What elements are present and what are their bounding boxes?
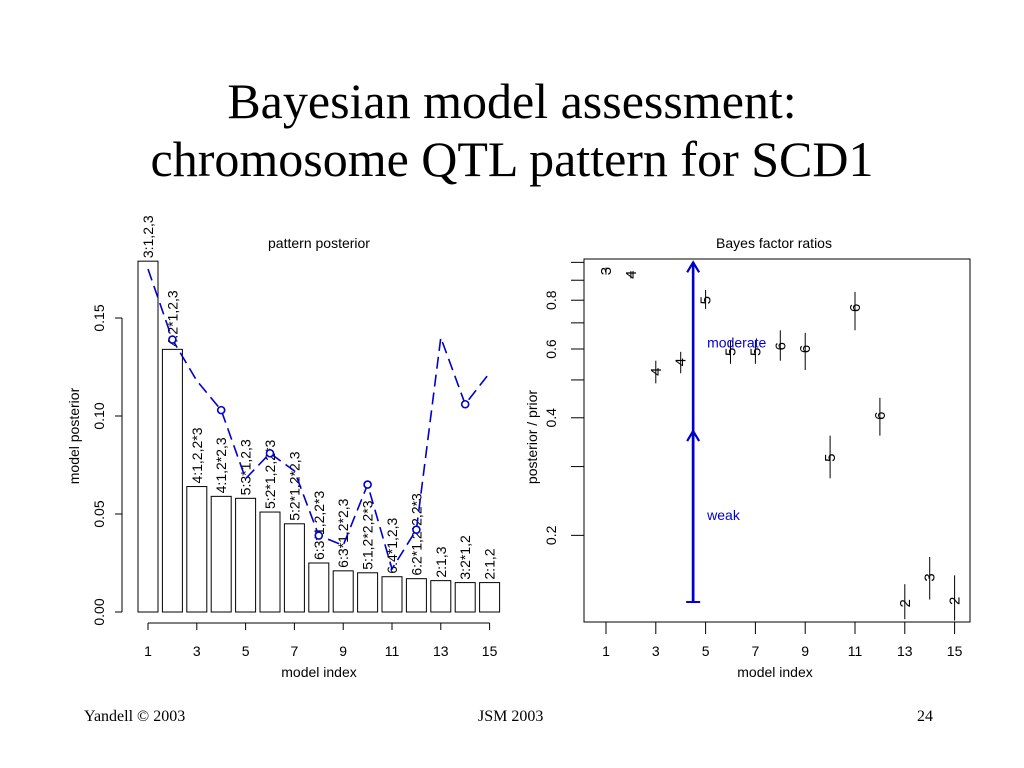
- bf-point-7: 5: [747, 348, 764, 356]
- bar-label-9: 6:3*1,2*2,3: [335, 498, 351, 567]
- chart2-y-tick-label: 0.8: [543, 290, 559, 310]
- bf-point-9: 6: [797, 345, 814, 353]
- bar-label-10: 5:1,2*2,2*3: [360, 500, 376, 569]
- bf-point-10: 5: [822, 454, 839, 462]
- chart1-y-tick-label: 0.15: [91, 304, 107, 331]
- chart1-x-tick-label: 5: [242, 643, 250, 659]
- chart1-x-tick-label: 11: [385, 643, 400, 659]
- bar-14: [454, 582, 476, 613]
- chart1-title: pattern posterior: [268, 235, 370, 251]
- bf-point-4: 4: [673, 358, 690, 366]
- bf-point-8: 6: [772, 342, 789, 350]
- chart1-x-tick-label: 3: [193, 643, 201, 659]
- chart2-y-axis-label: posterior / prior: [524, 390, 540, 484]
- annotation-label-weak: weak: [706, 507, 741, 523]
- bar-4: [210, 495, 232, 613]
- bar-1: [137, 260, 159, 613]
- posterior-point-6: [265, 448, 275, 458]
- bar-10: [357, 572, 379, 613]
- bar-label-5: 5:3*1,2,3: [238, 439, 254, 495]
- bar-6: [259, 511, 281, 613]
- bf-point-1: 3: [598, 267, 615, 275]
- posterior-point-10: [363, 480, 372, 489]
- chart1-x-tick-label: 1: [144, 643, 152, 659]
- chart2-x-tick-label: 3: [652, 643, 660, 659]
- chart2-frame: [583, 258, 971, 623]
- bar-9: [332, 570, 354, 613]
- posterior-point-12: [412, 525, 421, 534]
- bf-point-15: 2: [947, 597, 964, 605]
- chart1-x-tick-label: 9: [339, 643, 347, 659]
- bar-11: [381, 576, 403, 613]
- bar-label-12: 6:2*1,2*2,2*3: [408, 493, 424, 576]
- posterior-point-14: [460, 399, 470, 409]
- posterior-point-2: [168, 335, 177, 344]
- bar-label-8: 6:3*1,2,2*3: [311, 491, 327, 560]
- bar-label-14: 3:2*1,2: [457, 535, 473, 580]
- bar-label-3: 4:1,2,2*3: [189, 427, 205, 483]
- bf-point-6: 5: [723, 348, 740, 356]
- bar-12: [405, 578, 427, 613]
- chart2-x-tick-label: 11: [848, 643, 863, 659]
- footer-left: Yandell © 2003: [84, 708, 186, 725]
- chart2-x-tick-label: 5: [702, 643, 710, 659]
- chart2-x-tick-label: 13: [897, 643, 913, 659]
- bar-label-11: 6:4*1,2,3: [384, 517, 400, 573]
- bar-13: [430, 580, 452, 613]
- bar-label-4: 4:1,2*2,3: [213, 437, 229, 493]
- bar-8: [308, 562, 330, 613]
- chart1-x-axis-label: model index: [281, 664, 357, 680]
- footer-center: JSM 2003: [478, 708, 544, 725]
- bar-2: [161, 348, 183, 613]
- chart1-y-tick-label: 0.10: [91, 402, 107, 429]
- posterior-point-4: [216, 405, 226, 415]
- chart2-y-tick-label: 0.4: [543, 408, 559, 428]
- bf-point-13: 2: [897, 599, 914, 607]
- bf-point-3: 4: [648, 367, 665, 375]
- chart2-x-axis-label: model index: [737, 664, 813, 680]
- annotation-arrowhead-1: [686, 260, 701, 273]
- chart1-x-tick-label: 13: [433, 643, 449, 659]
- posterior-point-8: [314, 531, 324, 540]
- bar-15: [479, 582, 501, 613]
- bar-label-1: 3:1,2,3: [140, 215, 156, 258]
- bar-label-15: 2:1,2: [482, 548, 498, 579]
- bar-5: [235, 497, 257, 613]
- chart2-title: Bayes factor ratios: [716, 235, 832, 251]
- bf-point-2: 4: [623, 270, 640, 278]
- chart2-x-tick-label: 1: [602, 643, 610, 659]
- chart1-y-tick-label: 0.00: [91, 598, 107, 625]
- bf-point-12: 6: [872, 412, 889, 420]
- bar-7: [283, 523, 305, 613]
- chart2-y-tick-label: 0.6: [543, 339, 559, 359]
- chart2-x-tick-label: 15: [947, 643, 963, 659]
- chart2-x-tick-label: 7: [752, 643, 760, 659]
- bar-label-13: 2:1,3: [433, 546, 449, 577]
- chart1-x-tick-label: 15: [482, 643, 498, 659]
- bar-3: [186, 486, 208, 613]
- bf-point-11: 6: [847, 304, 864, 312]
- slide-title: Bayesian model assessment: chromosome QT…: [0, 72, 1024, 188]
- chart2-x-tick-label: 9: [801, 643, 809, 659]
- chart2-y-tick-label: 0.2: [543, 525, 559, 545]
- footer-right: 24: [917, 708, 933, 725]
- slide-title-line1: Bayesian model assessment:: [227, 73, 797, 129]
- chart1-x-tick-label: 7: [291, 643, 299, 659]
- bar-label-2: 4:2*1,2,3: [164, 290, 180, 346]
- bf-point-14: 3: [922, 573, 939, 581]
- chart1-y-tick-label: 0.05: [91, 500, 107, 527]
- annotation-label-moderate: moderate: [707, 335, 766, 351]
- bf-point-5: 5: [698, 296, 715, 304]
- chart1-y-axis-label: model posterior: [66, 387, 82, 484]
- annotation-arrowhead-2: [686, 428, 701, 442]
- slide-title-line2: chromosome QTL pattern for SCD1: [150, 131, 874, 187]
